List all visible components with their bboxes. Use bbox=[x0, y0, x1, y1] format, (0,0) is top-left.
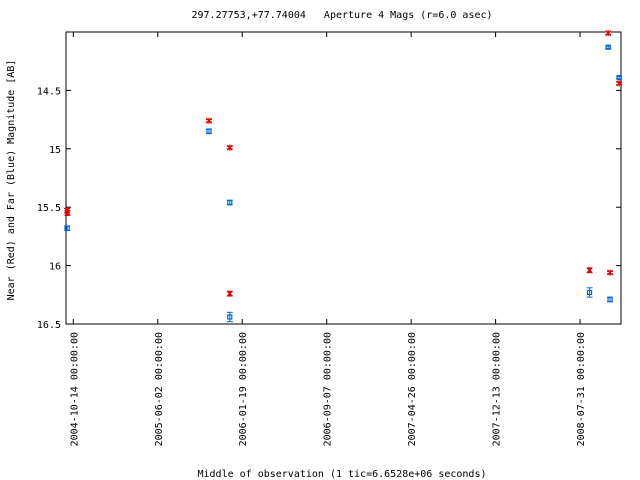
plot-frame bbox=[65, 31, 622, 325]
data-point-square bbox=[64, 225, 70, 231]
data-point-asterisk bbox=[607, 269, 613, 276]
y-tick-label: 15.5 bbox=[37, 203, 61, 214]
data-point-asterisk bbox=[586, 267, 593, 274]
data-point-square bbox=[586, 289, 593, 296]
axis-ticks: 14.5 15 15.5 16 16.5 2004-10-14 00:00:00 2005-… bbox=[37, 32, 621, 446]
data-point-square bbox=[605, 44, 611, 50]
x-tick-label: 2007-04-26 00:00:00 bbox=[407, 332, 418, 446]
y-axis-label: Near (Red) and Far (Blue) Magnitude [AB] bbox=[6, 60, 17, 301]
data-point-square bbox=[227, 314, 233, 320]
chart-title: 297.27753,+77.74004 Aperture 4 Mags (r=6… bbox=[191, 10, 492, 21]
data-point-square bbox=[227, 199, 233, 206]
data-point-asterisk bbox=[205, 117, 212, 124]
x-tick-label: 2006-09-07 00:00:00 bbox=[323, 332, 334, 446]
x-axis-label: Middle of observation (1 tic=6.6528e+06 … bbox=[198, 469, 487, 480]
data-point-asterisk bbox=[226, 144, 233, 151]
data-marks bbox=[64, 30, 623, 323]
data-point-asterisk bbox=[616, 80, 623, 87]
y-tick-label: 15 bbox=[49, 145, 61, 156]
x-tick-label: 2004-10-14 00:00:00 bbox=[69, 332, 80, 446]
x-tick-label: 2008-07-31 00:00:00 bbox=[576, 332, 587, 446]
data-point-square bbox=[616, 74, 622, 81]
data-point-square bbox=[206, 128, 212, 134]
data-point-asterisk bbox=[64, 210, 71, 217]
y-tick-label: 14.5 bbox=[37, 86, 61, 97]
x-tick-label: 2007-12-13 00:00:00 bbox=[492, 332, 503, 446]
x-tick-label: 2006-01-19 00:00:00 bbox=[238, 332, 249, 446]
data-point-square bbox=[607, 296, 613, 303]
data-point-asterisk bbox=[226, 290, 233, 297]
x-tick-label: 2005-06-02 00:00:00 bbox=[154, 332, 165, 446]
y-tick-label: 16.5 bbox=[37, 320, 61, 331]
y-tick-label: 16 bbox=[49, 262, 61, 273]
data-point-asterisk bbox=[605, 30, 612, 37]
